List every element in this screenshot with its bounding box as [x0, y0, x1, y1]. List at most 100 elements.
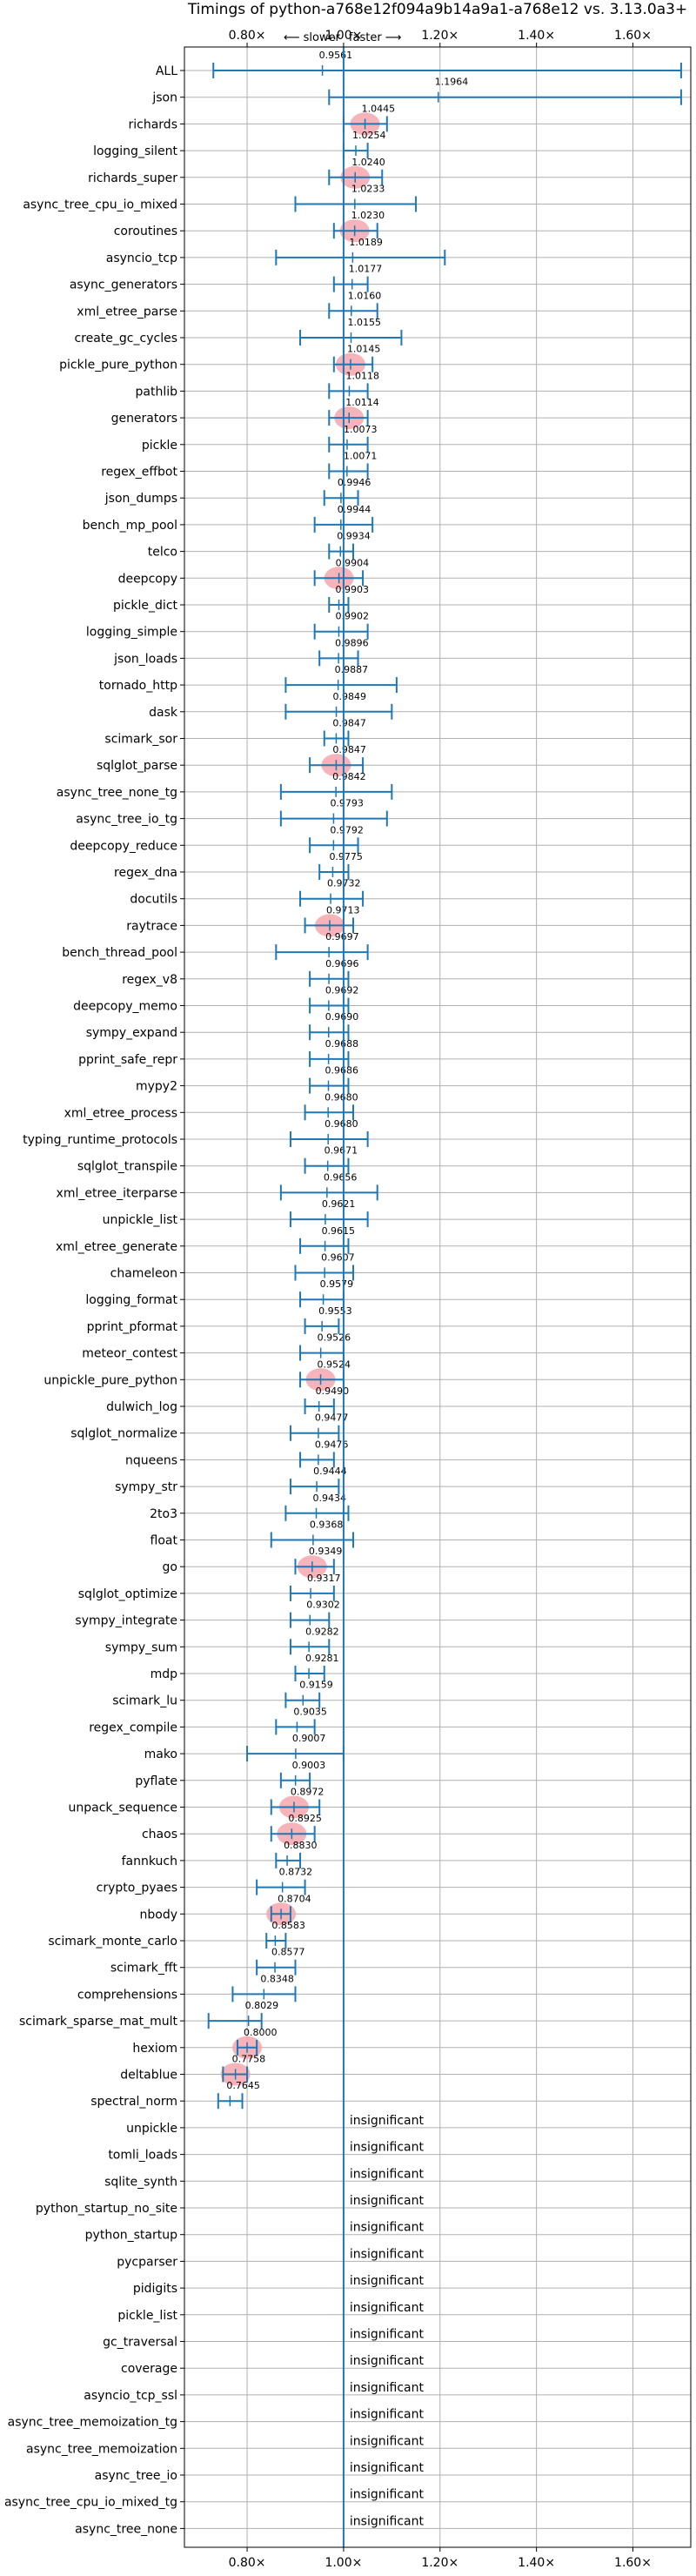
benchmark-row: hexiom 0.8000	[132, 2027, 278, 2059]
benchmark-row: ALL 0.9561	[156, 50, 682, 78]
benchmark-label: regex_dna	[114, 866, 177, 880]
benchmark-label: python_startup	[85, 2229, 177, 2243]
value-label: 0.9696	[325, 958, 359, 969]
benchmark-row: 2to3 0.9434	[150, 1493, 350, 1521]
insignificant-label: insignificant	[350, 2301, 425, 2315]
value-label: 0.9896	[335, 637, 369, 648]
value-label: 0.9692	[325, 985, 359, 996]
value-label: 0.9849	[333, 691, 367, 702]
value-label: 0.9775	[329, 851, 363, 862]
benchmark-row: mako 0.9007	[144, 1733, 345, 1762]
value-label: 1.0254	[352, 130, 386, 141]
value-label: 1.0233	[351, 184, 385, 195]
benchmark-row: xml_etree_iterparse 0.9656	[57, 1171, 378, 1201]
benchmark-row: deepcopy_reduce 0.9792	[70, 824, 364, 854]
benchmark-row: sqlite_synth insignificant	[104, 2167, 424, 2189]
value-label: 0.8925	[288, 1813, 322, 1824]
value-label: 0.8348	[260, 1973, 294, 1984]
value-label: 0.9159	[299, 1680, 333, 1691]
benchmark-row: sympy_expand 0.9690	[86, 1011, 358, 1041]
bottom-tick-label: 1.00×	[325, 2556, 362, 2570]
benchmark-label: xml_etree_parse	[77, 305, 177, 319]
value-label: 0.9847	[332, 718, 366, 729]
bottom-tick-label: 1.40×	[518, 2556, 555, 2570]
benchmark-row: bench_thread_pool 0.9697	[62, 931, 369, 961]
value-label: 0.9003	[292, 1760, 326, 1771]
benchmark-label: pprint_safe_repr	[78, 1053, 177, 1067]
benchmark-label: python_startup_no_site	[36, 2202, 177, 2216]
benchmark-row: dask 0.9849	[149, 691, 393, 720]
benchmark-label: deltablue	[120, 2069, 177, 2083]
value-label: 0.8583	[271, 1920, 305, 1931]
benchmark-row: fannkuch 0.8830	[122, 1840, 318, 1868]
insignificant-label: insignificant	[350, 2461, 425, 2475]
value-label: 1.0118	[345, 370, 379, 381]
benchmark-label: json_loads	[113, 652, 177, 666]
insignificant-label: insignificant	[350, 2194, 425, 2208]
benchmark-row: pyflate 0.9003	[135, 1760, 325, 1788]
value-label: 0.9490	[316, 1385, 350, 1397]
bottom-tick-label: 1.60×	[614, 2556, 652, 2570]
value-label: 0.9680	[325, 1091, 358, 1103]
benchmark-label: async_tree_memoization	[26, 2442, 177, 2456]
benchmark-row: meteor_contest 0.9526	[82, 1332, 351, 1361]
benchmark-label: logging_simple	[86, 626, 177, 640]
benchmark-row: deepcopy_memo 0.9692	[73, 985, 358, 1014]
benchmark-row: async_tree_io_tg 0.9793	[76, 798, 388, 827]
benchmark-label: async_tree_cpu_io_mixed	[23, 198, 177, 212]
benchmark-row: pickle_list insignificant	[117, 2301, 424, 2323]
benchmark-label: tornado_http	[99, 679, 177, 693]
benchmark-row: crypto_pyaes 0.8732	[97, 1867, 312, 1895]
benchmark-label: mypy2	[136, 1080, 177, 1094]
value-label: 0.9887	[335, 664, 369, 675]
benchmark-label: crypto_pyaes	[97, 1882, 177, 1895]
benchmark-row: coverage insignificant	[121, 2354, 424, 2376]
benchmark-row: regex_effbot 1.0071	[101, 451, 377, 480]
benchmark-label: pyflate	[135, 1774, 177, 1788]
benchmark-label: sympy_str	[115, 1480, 177, 1494]
faster-direction-label: faster ⟶	[349, 31, 402, 44]
benchmark-label: mdp	[151, 1667, 178, 1681]
benchmark-label: scimark_fft	[110, 1962, 178, 1976]
axis-layer: 0.80× 0.80× 1.00× 1.00× 1.20× 1.20× 1.40× 1.40×…	[180, 29, 692, 2570]
benchmark-label: dulwich_log	[106, 1400, 177, 1414]
benchmark-row: async_tree_cpu_io_mixed_tg insignificant	[4, 2488, 425, 2510]
benchmark-label: coroutines	[114, 225, 177, 238]
benchmark-row: chameleon 0.9607	[110, 1252, 355, 1281]
value-label: 0.9688	[325, 1038, 359, 1050]
benchmark-row: generators 1.0114	[111, 397, 379, 430]
benchmark-label: asyncio_tcp	[106, 252, 177, 265]
benchmark-row: unpickle_pure_python 0.9524	[44, 1358, 351, 1392]
benchmark-row: xml_etree_parse 1.0160	[77, 290, 381, 319]
benchmark-label: scimark_sparse_mat_mult	[19, 2015, 177, 2029]
benchmark-label: async_tree_cpu_io_mixed_tg	[4, 2496, 177, 2510]
benchmark-row: docutils0.9732	[130, 878, 365, 907]
benchmark-label: sympy_integrate	[75, 1614, 177, 1628]
benchmark-label: create_gc_cycles	[74, 332, 177, 345]
benchmark-row: coroutines 1.0230	[114, 210, 385, 243]
value-label: 0.9615	[322, 1225, 356, 1237]
benchmark-row: logging_simple 0.9902	[86, 611, 369, 640]
value-label: 0.9579	[320, 1278, 354, 1290]
benchmark-row: scimark_monte_carlo 0.8583	[48, 1920, 305, 1949]
value-label: 0.9526	[318, 1332, 351, 1344]
benchmark-label: sqlite_synth	[104, 2175, 177, 2189]
benchmark-row: async_generators 1.0177	[70, 264, 382, 292]
benchmark-row: json 1.1964	[151, 77, 682, 105]
benchmark-row: deepcopy 0.9904	[118, 557, 369, 590]
benchmark-row: logging_silent 1.0254	[93, 130, 386, 159]
value-label: 0.9621	[322, 1198, 356, 1210]
value-label: 0.8577	[271, 1947, 305, 1958]
top-tick-label: 0.80×	[229, 29, 266, 43]
benchmark-label: xml_etree_generate	[56, 1240, 177, 1254]
value-label: 1.0114	[345, 397, 379, 408]
value-label: 0.9281	[305, 1653, 339, 1664]
benchmark-row: mdp 0.9281	[151, 1653, 339, 1681]
benchmark-label: regex_effbot	[101, 466, 177, 480]
benchmark-label: json	[151, 91, 177, 105]
benchmark-label: nbody	[140, 1908, 178, 1922]
insignificant-label: insignificant	[350, 2141, 425, 2155]
benchmark-label: hexiom	[132, 2042, 177, 2056]
value-label: 1.0240	[351, 157, 385, 168]
benchmark-label: 2to3	[150, 1507, 177, 1521]
